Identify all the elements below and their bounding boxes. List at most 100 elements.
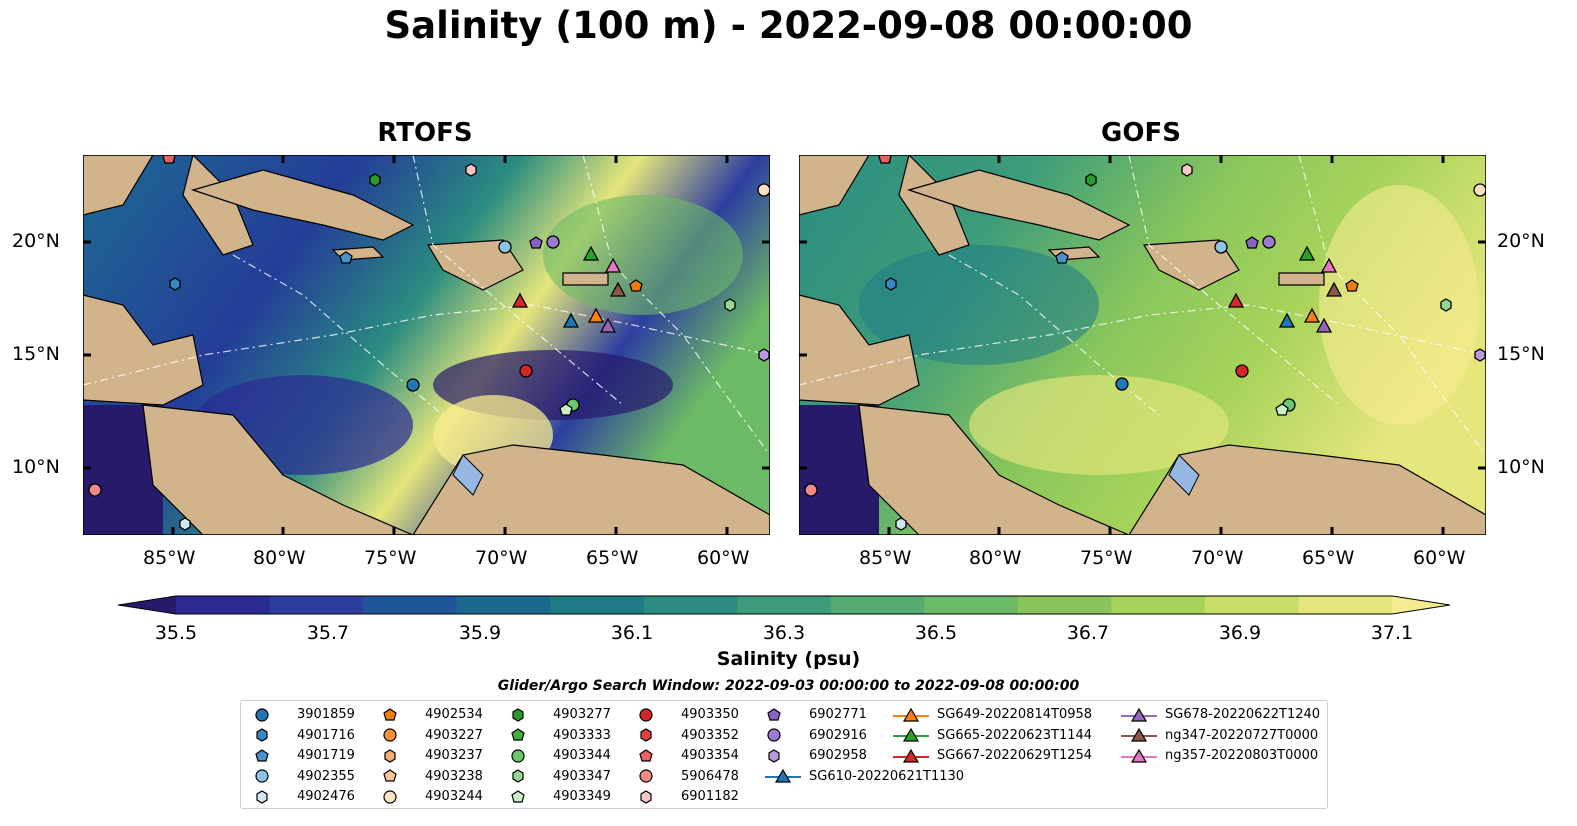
legend-item-label: 4903244	[425, 789, 483, 804]
legend-marker-icon	[383, 728, 397, 742]
legend-item: ng347-20220727T0000	[1121, 725, 1318, 746]
colorbar-tick-label: 35.7	[306, 622, 350, 644]
marker-4902476	[179, 517, 191, 531]
legend-item: 4901719	[253, 745, 355, 766]
legend-item-label: 4903227	[425, 727, 483, 743]
land-puerto-rico	[1278, 272, 1325, 286]
legend-item: SG610-20220621T1130	[765, 766, 964, 787]
lat-label-10n-right: 10°N	[1497, 456, 1545, 478]
legend: 3901859 4901716 4901719 4902355 4902476 49025…	[240, 700, 1328, 809]
lon-label-70w: 70°W	[475, 547, 528, 569]
legend-item: ng357-20220803T0000	[1121, 745, 1318, 766]
legend-item-label: SG665-20220623T1144	[937, 727, 1093, 743]
marker-glider-sg610	[562, 312, 580, 328]
colorbar-tick-label: 36.3	[762, 622, 806, 644]
marker-glider-ng347	[1325, 281, 1343, 297]
salinity-eddy	[1319, 185, 1479, 425]
colorbar-tick-label: 36.7	[1066, 622, 1110, 644]
legend-item-label: 4902476	[297, 789, 355, 804]
legend-item-label: 4903349	[553, 789, 611, 804]
legend-item: 4903344	[509, 745, 611, 766]
colorbar-segment	[269, 596, 364, 614]
legend-marker-icon	[383, 769, 397, 782]
legend-marker-icon	[893, 727, 929, 742]
legend-item-label: 6901182	[681, 789, 739, 804]
legend-item: 4901716	[253, 725, 355, 746]
legend-item: 5906478	[637, 766, 739, 787]
legend-marker-icon	[256, 789, 268, 804]
lon-label-70w-gofs: 70°W	[1191, 547, 1244, 569]
map-rtofs	[83, 155, 770, 535]
land-venezuela-lake	[1168, 454, 1200, 496]
marker-glider-sg649	[587, 307, 605, 323]
legend-item: SG665-20220623T1144	[893, 725, 1092, 746]
colorbar-segment	[924, 596, 1019, 614]
marker-glider-ng357	[604, 257, 622, 273]
colorbar-tick-label: 36.9	[1218, 622, 1262, 644]
legend-item: SG678-20220622T1240	[1121, 704, 1320, 725]
lon-label-65w-gofs: 65°W	[1302, 547, 1355, 569]
legend-item-label: 4903347	[553, 768, 611, 784]
legend-marker-icon	[511, 748, 525, 763]
marker-glider-sg665	[582, 245, 600, 261]
marker-glider-sg667	[511, 292, 529, 308]
legend-item-label: SG610-20220621T1130	[809, 768, 965, 784]
marker-4903350	[519, 364, 533, 378]
lon-label-80w: 80°W	[253, 547, 306, 569]
marker-3901859	[406, 378, 420, 392]
land-florida	[83, 155, 154, 216]
legend-marker-icon	[1121, 707, 1157, 722]
legend-item-label: SG667-20220629T1254	[937, 748, 1093, 763]
panel-title-rtofs: RTOFS	[377, 118, 473, 148]
marker-glider-sg678	[599, 317, 617, 333]
marker-glider-ng357	[1320, 257, 1338, 273]
eez-boundaries	[83, 155, 770, 456]
colorbar-tick-label: 35.5	[154, 622, 198, 644]
colorbar-tick-label: 36.5	[914, 622, 958, 644]
colorbar-segment	[176, 596, 271, 614]
float-markers	[88, 155, 770, 531]
legend-marker-icon	[767, 707, 781, 721]
marker-glider-sg649	[1303, 307, 1321, 323]
marker-6902771	[529, 236, 543, 249]
legend-item: 4903277	[509, 704, 611, 725]
legend-item-label: 6902916	[809, 727, 867, 743]
legend-item-label: SG649-20220814T0958	[937, 707, 1093, 722]
legend-item: 4902355	[253, 766, 355, 787]
legend-item: 3901859	[253, 704, 355, 725]
legend-item-label: 4901719	[297, 748, 355, 763]
legend-marker-icon	[768, 748, 780, 763]
marker-5906478	[88, 483, 102, 497]
legend-item-label: 4903350	[681, 707, 739, 722]
legend-marker-icon	[765, 768, 801, 783]
legend-marker-icon	[512, 769, 524, 783]
marker-6902771	[1245, 236, 1259, 249]
legend-item: 4903333	[509, 725, 611, 746]
marker-4903244	[757, 183, 770, 197]
land-venezuela-lake	[452, 454, 484, 496]
legend-item: 6902771	[765, 704, 867, 725]
colorbar-tick-label: 35.9	[458, 622, 502, 644]
legend-item-label: ng347-20220727T0000	[1165, 727, 1319, 743]
page-title: Salinity (100 m) - 2022-09-08 00:00:00	[384, 4, 1193, 47]
marker-4903347	[1440, 298, 1452, 312]
legend-marker-icon	[255, 769, 269, 783]
legend-marker-icon	[639, 707, 653, 722]
legend-item: 4903350	[637, 704, 739, 725]
legend-item: 4902534	[381, 704, 483, 725]
marker-6902916	[546, 235, 560, 249]
legend-item: 4903352	[637, 725, 739, 746]
legend-item-label: 4901716	[297, 727, 355, 743]
marker-6902958	[1474, 348, 1486, 362]
marker-4903277	[369, 173, 381, 187]
legend-item-label: 4902355	[297, 768, 355, 784]
marker-4901716	[169, 277, 181, 291]
lon-label-60w: 60°W	[697, 547, 750, 569]
marker-glider-sg667	[1227, 292, 1245, 308]
land-isthmus	[142, 404, 414, 535]
marker-4902355	[498, 240, 512, 254]
legend-item: 4903244	[381, 786, 483, 807]
colorbar-segment	[456, 596, 551, 614]
lon-label-60w-gofs: 60°W	[1413, 547, 1466, 569]
legend-item-label: 4903333	[553, 727, 611, 743]
